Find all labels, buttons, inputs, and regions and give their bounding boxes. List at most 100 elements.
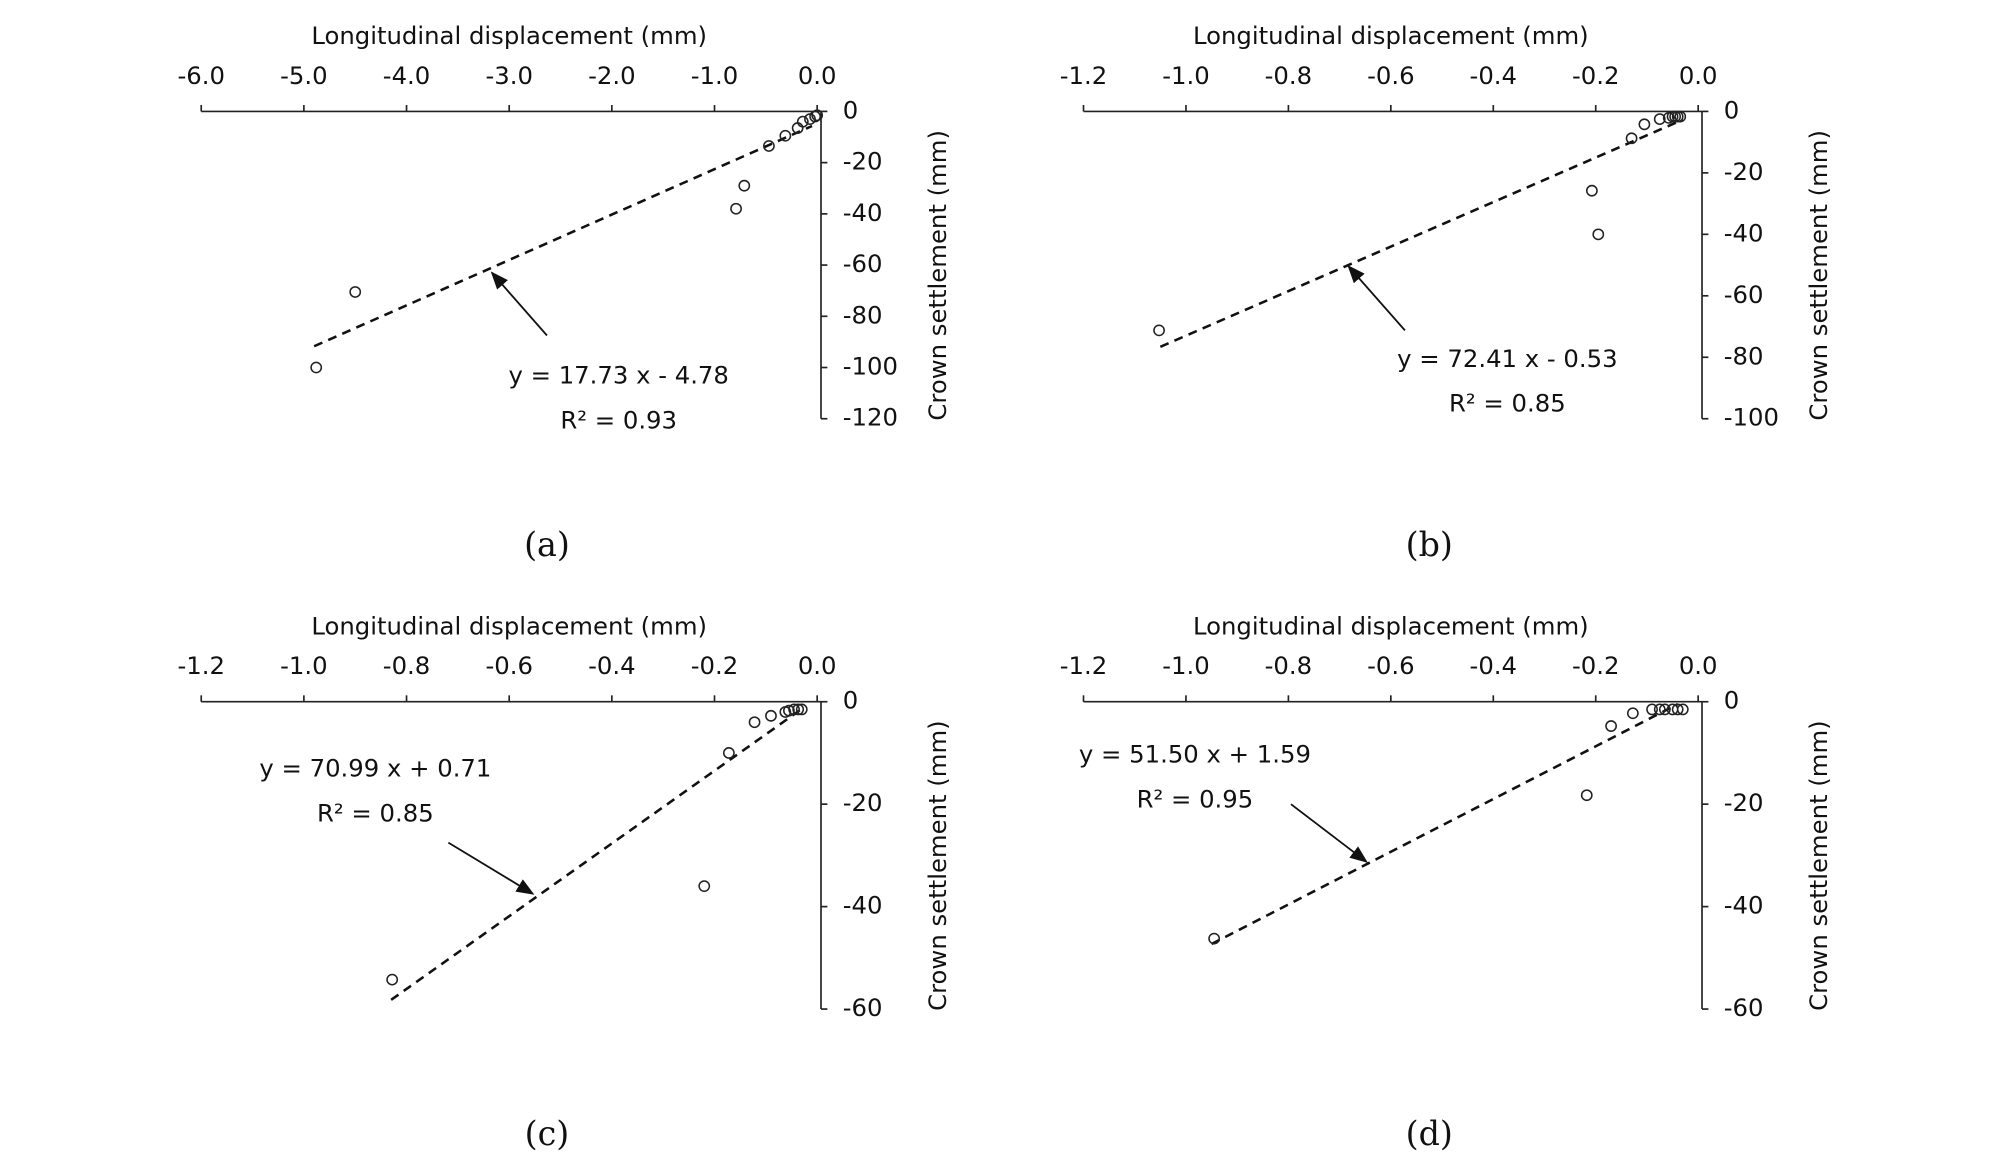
r-squared: R² = 0.95	[1137, 784, 1254, 813]
data-point	[1658, 703, 1671, 716]
data-point	[738, 179, 751, 192]
y-tick-label: -20	[843, 147, 883, 176]
data-point	[1626, 707, 1639, 720]
x-tick-label: 0.0	[1679, 61, 1718, 90]
data-point	[811, 109, 824, 122]
caption: (d)	[1406, 1114, 1453, 1153]
data-point	[1580, 789, 1593, 802]
x-tick-label: -0.6	[1367, 61, 1414, 90]
caption: (b)	[1406, 525, 1453, 564]
trendline	[390, 707, 803, 1001]
r-squared: R² = 0.93	[560, 405, 677, 434]
y-tick-label: -40	[843, 891, 883, 920]
x-axis-label: Longitudinal displacement (mm)	[1193, 611, 1589, 640]
x-tick-label: -0.4	[1470, 61, 1517, 90]
data-point	[809, 110, 822, 123]
y-tick-label: -60	[1724, 993, 1764, 1022]
r-squared: R² = 0.85	[317, 798, 434, 827]
x-tick-label: -0.4	[588, 651, 635, 680]
y-tick-label: 0	[843, 95, 858, 124]
data-point	[796, 115, 809, 128]
y-axis-label: Crown settlement (mm)	[1804, 130, 1833, 421]
y-tick-label: -80	[843, 300, 883, 329]
y-tick-label: -20	[1724, 157, 1764, 186]
annotation-arrow	[490, 271, 548, 337]
y-tick-label: -60	[1724, 280, 1764, 309]
y-tick-label: -20	[843, 788, 883, 817]
x-tick-label: -0.2	[1572, 651, 1619, 680]
x-tick-label: -1.2	[177, 651, 224, 680]
data-point	[1674, 110, 1687, 123]
y-tick-label: -120	[843, 403, 898, 432]
data-point	[722, 747, 735, 759]
x-tick-label: -1.2	[1060, 651, 1107, 680]
data-point	[1653, 113, 1666, 125]
x-axis-label: Longitudinal displacement (mm)	[311, 611, 707, 640]
data-point	[730, 202, 742, 215]
x-tick-label: -1.2	[1060, 61, 1107, 90]
x-axis-label: Longitudinal displacement (mm)	[311, 21, 707, 50]
annotation-arrow	[1347, 265, 1406, 331]
data-point	[1638, 118, 1651, 131]
data-point	[1625, 132, 1638, 145]
data-point	[349, 286, 362, 298]
trendline	[1210, 702, 1679, 946]
x-tick-label: -0.8	[383, 651, 430, 680]
x-tick-label: -0.6	[485, 651, 532, 680]
x-tick-label: -1.0	[280, 651, 327, 680]
y-tick-label: 0	[1724, 95, 1739, 124]
data-point	[788, 703, 800, 716]
x-tick-label: 0.0	[798, 61, 837, 90]
caption: (c)	[525, 1114, 570, 1153]
y-axis-label: Crown settlement (mm)	[923, 720, 952, 1011]
annotation-arrow	[1290, 803, 1368, 863]
y-tick-label: -80	[1724, 341, 1764, 370]
equation: y = 72.41 x - 0.53	[1397, 344, 1617, 373]
data-point	[1671, 703, 1684, 716]
r-squared: R² = 0.85	[1449, 389, 1566, 418]
data-point	[1208, 932, 1221, 945]
y-axis-label: Crown settlement (mm)	[1804, 720, 1833, 1011]
data-point	[783, 704, 795, 717]
annotation-arrow	[447, 841, 535, 895]
y-tick-label: 0	[1724, 686, 1739, 715]
x-tick-label: -1.0	[691, 61, 738, 90]
x-tick-label: -6.0	[177, 61, 224, 90]
y-tick-label: -100	[1724, 403, 1779, 432]
equation: y = 17.73 x - 4.78	[508, 360, 728, 389]
data-point	[1676, 703, 1689, 716]
x-tick-label: 0.0	[798, 651, 837, 680]
x-tick-label: 0.0	[1679, 651, 1718, 680]
y-tick-label: -100	[843, 352, 898, 381]
trendline	[1159, 118, 1684, 348]
y-tick-label: -40	[843, 198, 883, 227]
x-tick-label: -1.0	[1162, 61, 1209, 90]
x-tick-label: -3.0	[485, 61, 532, 90]
x-tick-label: -1.0	[1162, 651, 1209, 680]
y-tick-label: -40	[1724, 891, 1764, 920]
y-tick-label: -20	[1724, 788, 1764, 817]
data-point	[765, 709, 777, 722]
x-tick-label: -0.8	[1265, 651, 1312, 680]
trendline	[313, 124, 813, 348]
y-tick-label: -40	[1724, 218, 1764, 247]
x-tick-label: -4.0	[383, 61, 430, 90]
data-point	[779, 129, 792, 142]
data-point	[1153, 324, 1165, 337]
data-point	[698, 880, 711, 893]
x-tick-label: -0.4	[1470, 651, 1517, 680]
data-point	[386, 973, 399, 986]
data-point	[763, 140, 775, 152]
x-tick-label: -0.6	[1367, 651, 1414, 680]
y-tick-label: -60	[843, 993, 883, 1022]
data-point	[310, 361, 323, 374]
y-tick-label: 0	[843, 686, 858, 715]
data-point	[792, 703, 805, 716]
data-point	[795, 703, 808, 716]
x-axis-label: Longitudinal displacement (mm)	[1193, 21, 1589, 50]
equation: y = 51.50 x + 1.59	[1079, 740, 1311, 769]
data-point	[748, 716, 761, 729]
x-tick-label: -2.0	[588, 61, 635, 90]
x-tick-label: -5.0	[280, 61, 327, 90]
